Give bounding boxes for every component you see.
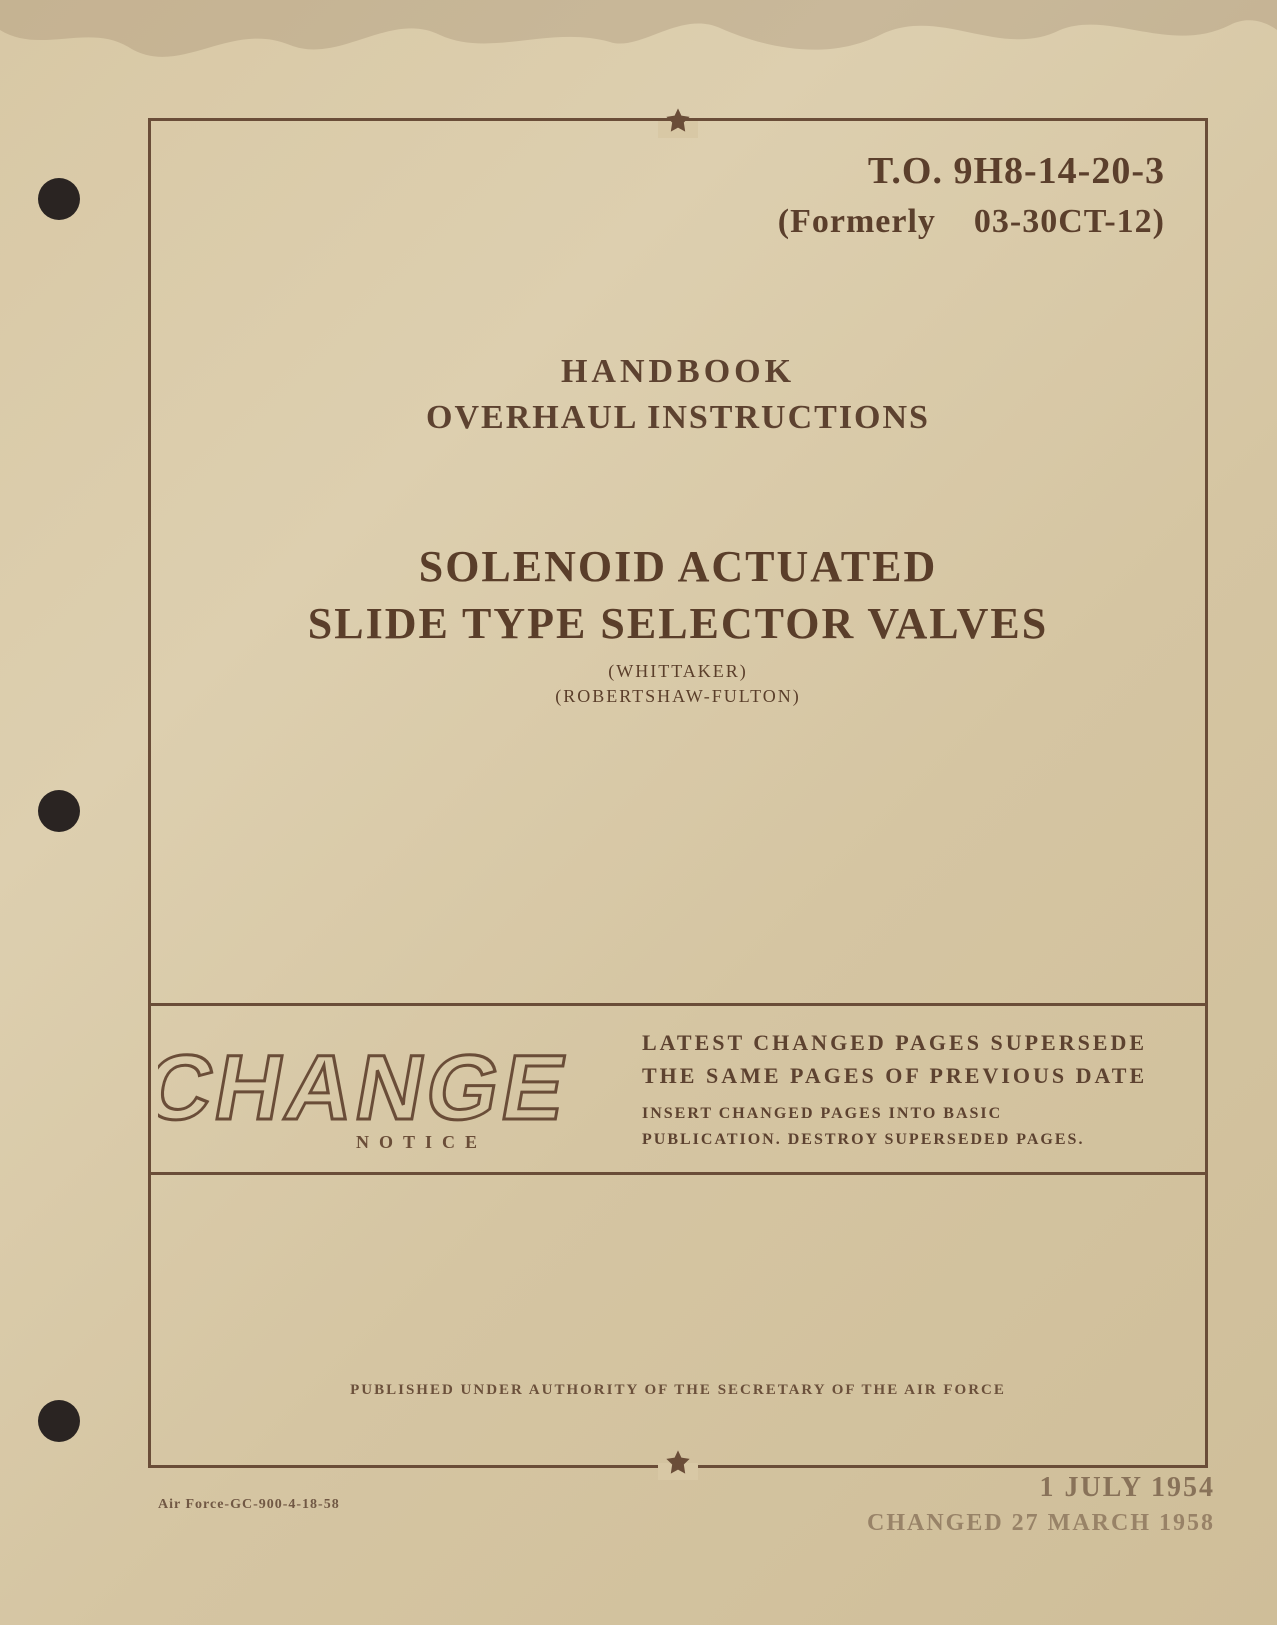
punch-hole-icon: [38, 790, 80, 832]
formerly-label: (Formerly: [778, 203, 936, 240]
punch-hole-icon: [38, 178, 80, 220]
subject-line-1: SOLENOID ACTUATED: [151, 541, 1205, 592]
star-icon: [664, 1448, 692, 1476]
to-number: T.O. 9H8-14-20-3: [778, 149, 1165, 193]
content-frame: T.O. 9H8-14-20-3 (Formerly 03-30CT-12) H…: [148, 118, 1208, 1468]
formerly-line: (Formerly 03-30CT-12): [778, 203, 1165, 241]
manufacturer-1: (WHITTAKER): [151, 661, 1205, 682]
change-sub-2: PUBLICATION. DESTROY SUPERSEDED PAGES.: [642, 1128, 1186, 1152]
change-sub-1: INSERT CHANGED PAGES INTO BASIC: [642, 1102, 1186, 1126]
formerly-number: 03-30CT-12): [974, 203, 1165, 240]
star-icon: [664, 106, 692, 134]
change-notice-text: LATEST CHANGED PAGES SUPERSEDE THE SAME …: [628, 1026, 1186, 1152]
print-code: Air Force-GC-900-4-18-58: [158, 1497, 340, 1513]
star-divider-top: [658, 106, 698, 138]
star-divider-bottom: [658, 1448, 698, 1480]
document-page: T.O. 9H8-14-20-3 (Formerly 03-30CT-12) H…: [0, 0, 1277, 1625]
original-date: 1 JULY 1954: [867, 1472, 1215, 1504]
change-word-block: CHANGE NOTICE: [158, 1019, 628, 1159]
handbook-title: HANDBOOK OVERHAUL INSTRUCTIONS: [151, 353, 1205, 437]
change-notice-band: CHANGE NOTICE LATEST CHANGED PAGES SUPER…: [148, 1003, 1208, 1175]
subject-line-2: SLIDE TYPE SELECTOR VALVES: [151, 598, 1205, 649]
manufacturer-2: (ROBERTSHAW-FULTON): [151, 686, 1205, 707]
paper-tear-decoration: [0, 0, 1277, 100]
subject-block: SOLENOID ACTUATED SLIDE TYPE SELECTOR VA…: [151, 541, 1205, 707]
punch-hole-icon: [38, 1400, 80, 1442]
date-block: 1 JULY 1954 CHANGED 27 MARCH 1958: [867, 1472, 1215, 1537]
notice-subtext: NOTICE: [356, 1132, 487, 1153]
changed-date: CHANGED 27 MARCH 1958: [867, 1510, 1215, 1537]
title-line-1: HANDBOOK: [151, 353, 1205, 391]
authority-statement: PUBLISHED UNDER AUTHORITY OF THE SECRETA…: [151, 1382, 1205, 1399]
change-line-1: LATEST CHANGED PAGES SUPERSEDE: [642, 1026, 1186, 1059]
technical-order-number: T.O. 9H8-14-20-3 (Formerly 03-30CT-12): [778, 149, 1165, 241]
change-line-2: THE SAME PAGES OF PREVIOUS DATE: [642, 1059, 1186, 1092]
change-text: CHANGE: [158, 1036, 578, 1139]
title-line-2: OVERHAUL INSTRUCTIONS: [151, 399, 1205, 437]
